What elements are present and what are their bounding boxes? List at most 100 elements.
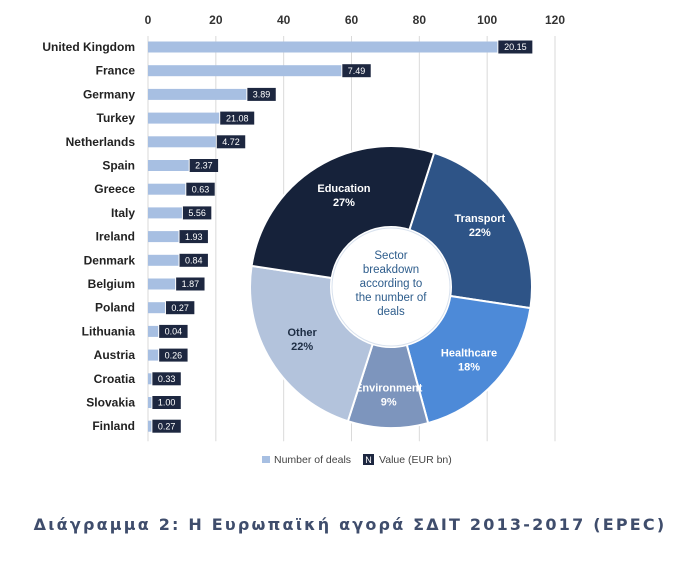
- x-tick-label: 80: [413, 13, 427, 27]
- category-label: Belgium: [88, 277, 135, 291]
- category-label: Greece: [94, 182, 135, 196]
- bar: [148, 207, 182, 219]
- x-tick-label: 20: [209, 13, 223, 27]
- slice-name-label: Other: [287, 327, 317, 339]
- category-label: Croatia: [94, 372, 136, 386]
- value-label: 2.37: [195, 161, 213, 171]
- slice-name-label: Environment: [355, 382, 423, 394]
- donut-center: [331, 227, 451, 347]
- value-label-box: [165, 301, 195, 315]
- value-label-box: [152, 396, 181, 409]
- bar: [148, 302, 165, 314]
- bar: [148, 254, 179, 266]
- legend-swatch: [262, 456, 270, 463]
- category-label: Lithuania: [82, 324, 136, 338]
- value-label-box: [186, 182, 215, 196]
- value-label: 1.93: [185, 232, 203, 242]
- value-label: 1.87: [182, 279, 200, 289]
- bar-series: United Kingdom 20.15 France 7.49 Germany 3.89…: [42, 40, 533, 433]
- value-label: 5.56: [188, 208, 206, 218]
- category-label: Slovakia: [86, 396, 135, 410]
- category-label: Spain: [102, 159, 135, 173]
- value-label-box: [189, 159, 219, 172]
- value-label-box: [159, 324, 188, 338]
- bar: [148, 65, 342, 77]
- value-label-box: [152, 372, 181, 386]
- donut-slice: [249, 264, 374, 423]
- category-label: Poland: [95, 301, 135, 315]
- slice-percent-label: 22%: [291, 341, 313, 353]
- value-label-box: [247, 87, 276, 101]
- legend-label: Number of deals: [274, 454, 351, 466]
- value-label: 4.72: [222, 137, 240, 147]
- bar: [148, 349, 159, 361]
- bar: [148, 183, 186, 195]
- donut-slice: [250, 145, 436, 280]
- bar: [148, 112, 220, 124]
- value-label-box: [179, 253, 208, 267]
- x-tick-label: 0: [145, 13, 152, 27]
- x-tick-label: 60: [345, 13, 359, 27]
- bar: [148, 231, 179, 243]
- category-label: Germany: [83, 87, 135, 101]
- x-tick-label: 100: [477, 13, 497, 27]
- slice-percent-label: 18%: [458, 361, 480, 373]
- bar: [148, 136, 216, 148]
- value-label: 0.27: [158, 421, 176, 431]
- bar: [148, 41, 498, 53]
- donut-slice: [408, 151, 533, 310]
- bar: [148, 278, 176, 290]
- category-label: France: [96, 64, 136, 78]
- donut-slice: [405, 294, 532, 425]
- donut-center-text: according to: [360, 278, 423, 290]
- bar: [148, 325, 159, 337]
- category-label: Netherlands: [66, 135, 136, 149]
- slice-percent-label: 27%: [333, 197, 355, 209]
- legend: Number of deals N Value (EUR bn): [262, 454, 452, 466]
- value-label: 3.89: [253, 90, 271, 100]
- category-label: Ireland: [96, 230, 135, 244]
- slice-percent-label: 9%: [381, 396, 397, 408]
- value-label: 0.27: [171, 303, 189, 313]
- donut-center-text: breakdown: [363, 264, 419, 276]
- donut-center-text: the number of: [356, 292, 428, 304]
- bar: [148, 88, 247, 100]
- x-tick-label: 120: [545, 13, 565, 27]
- legend-marker: [363, 454, 374, 465]
- value-label-box: [179, 230, 208, 244]
- value-label: 0.33: [158, 374, 176, 384]
- figure-caption: Διάγραμμα 2: Η Ευρωπαϊκή αγορά ΣΔΙΤ 2013…: [33, 515, 667, 534]
- bar: [148, 397, 152, 408]
- value-label: 0.84: [185, 256, 203, 266]
- value-label-box: [159, 348, 188, 362]
- value-label-box: [216, 135, 246, 149]
- value-label-box: [498, 40, 533, 54]
- donut-center-text: deals: [377, 306, 405, 318]
- bar: [148, 160, 189, 171]
- x-axis-ticks: 0 20 40 60 80 100 120: [145, 13, 566, 27]
- value-label-box: [220, 111, 255, 125]
- legend-label: Value (EUR bn): [379, 454, 452, 466]
- category-label: Turkey: [97, 111, 136, 125]
- value-label-box: [342, 64, 371, 78]
- value-label: 0.26: [165, 350, 183, 360]
- category-label: Austria: [94, 348, 136, 362]
- donut-center-text: Sector: [374, 250, 407, 262]
- slice-name-label: Healthcare: [441, 347, 497, 359]
- slice-percent-label: 22%: [469, 227, 491, 239]
- value-label: 7.49: [348, 66, 366, 76]
- value-label-box: [152, 419, 181, 433]
- category-label: United Kingdom: [42, 40, 135, 54]
- category-label: Finland: [92, 419, 135, 433]
- value-label: 20.15: [504, 42, 527, 52]
- value-label: 0.63: [192, 184, 210, 194]
- category-label: Denmark: [84, 253, 136, 267]
- bar: [148, 373, 152, 385]
- chart-figure: 0 20 40 60 80 100 120 United Kingdom 20.15 Franc…: [42, 13, 566, 466]
- bar: [148, 420, 152, 432]
- value-label: 1.00: [158, 398, 176, 408]
- slice-name-label: Education: [317, 183, 370, 195]
- x-tick-label: 40: [277, 13, 291, 27]
- value-label-box: [182, 206, 212, 220]
- legend-marker-glyph: N: [365, 455, 372, 465]
